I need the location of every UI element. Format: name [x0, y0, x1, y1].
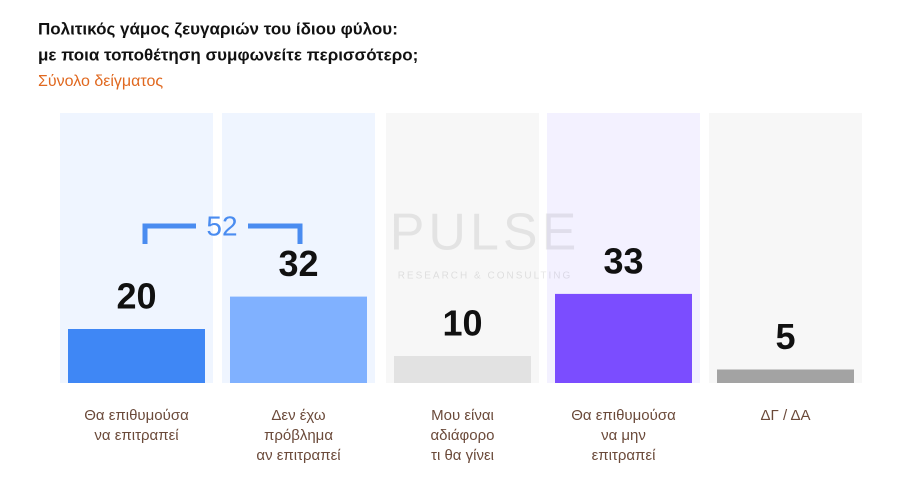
bar: [68, 329, 205, 383]
column-background: [386, 113, 539, 383]
bar: [555, 293, 692, 383]
column-background: [709, 113, 862, 383]
value-label: 33: [603, 240, 643, 281]
x-tick-label: ΔΓ / ΔΑ: [761, 407, 811, 424]
x-tick-label: Θα επιθυμούσα: [84, 407, 189, 424]
bar: [230, 296, 367, 383]
watermark: PULSE: [390, 204, 581, 262]
x-tick-label: αν επιτραπεί: [256, 447, 341, 464]
x-tick-label: πρόβλημα: [264, 427, 333, 444]
value-label: 20: [116, 276, 156, 317]
bracket: [142, 223, 303, 244]
x-tick-label: τι θα γίνει: [431, 447, 494, 464]
value-label: 10: [442, 303, 482, 344]
value-label: 32: [278, 243, 318, 284]
value-label: 5: [775, 316, 795, 357]
bracket-label: 52: [206, 210, 237, 241]
x-tick-label: Δεν έχω: [271, 407, 326, 424]
x-tick-label: αδιάφορο: [431, 427, 495, 444]
x-tick-label: Μου είναι: [431, 407, 494, 424]
bar: [394, 356, 531, 383]
x-tick-label: Θα επιθυμούσα: [571, 407, 676, 424]
chart-title: Πολιτικός γάμος ζευγαριών του ίδιου φύλο…: [38, 19, 398, 38]
x-tick-label: να μην: [601, 427, 646, 444]
watermark: RESEARCH & CONSULTING: [398, 271, 573, 282]
x-tick-label: να επιτραπεί: [94, 427, 179, 444]
x-tick-label: επιτραπεί: [592, 447, 657, 464]
bar: [717, 369, 854, 383]
chart-title: με ποια τοποθέτηση συμφωνείτε περισσότερ…: [38, 45, 418, 64]
chart-subtitle: Σύνολο δείγματος: [38, 73, 163, 90]
